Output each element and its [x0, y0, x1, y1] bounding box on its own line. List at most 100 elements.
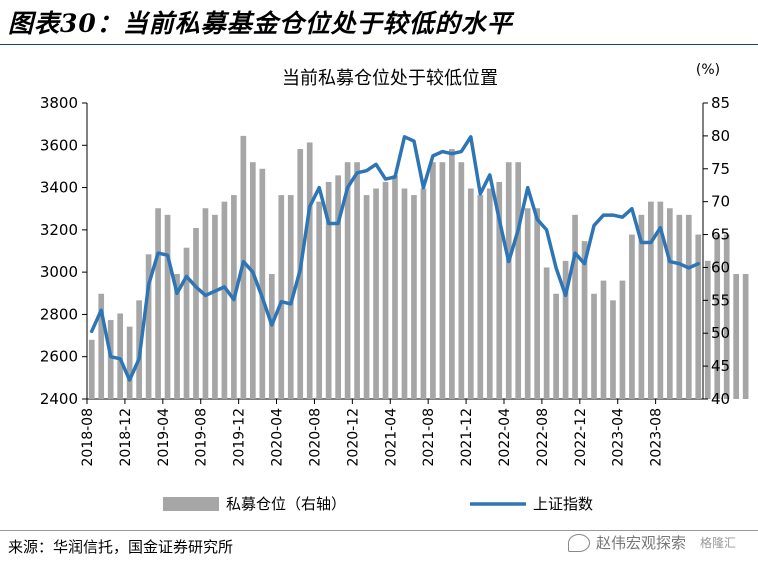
bar	[316, 201, 323, 399]
right-tick-label: 75	[711, 160, 730, 178]
x-tick-label: 2023-04	[611, 408, 627, 467]
left-tick-label: 3800	[40, 94, 78, 112]
bar	[685, 214, 692, 399]
left-tick-label: 3200	[40, 221, 78, 239]
left-tick-label: 3600	[40, 136, 78, 154]
left-tick-label: 2600	[40, 348, 78, 366]
left-tick-label: 3000	[40, 263, 78, 281]
x-tick-label: 2019-12	[232, 408, 248, 467]
x-tick-label: 2019-08	[194, 408, 210, 467]
bar	[306, 142, 313, 399]
bar	[250, 162, 256, 399]
bar	[354, 162, 360, 399]
line-series	[89, 135, 701, 382]
bar	[458, 162, 465, 399]
bar	[591, 293, 597, 399]
bar	[259, 168, 266, 399]
bar	[420, 188, 427, 399]
bar-series	[88, 135, 749, 399]
bar	[212, 214, 218, 399]
x-tick-label: 2019-04	[156, 408, 172, 467]
x-tick-label: 2021-04	[383, 408, 399, 467]
bar	[600, 280, 607, 399]
watermark-sub: 格隆汇	[699, 536, 736, 550]
bar	[638, 214, 645, 399]
bar	[117, 313, 124, 399]
wechat-icon	[567, 533, 590, 552]
bar	[392, 175, 398, 399]
source-note: 来源：华润信托，国金证券研究所	[8, 538, 234, 556]
left-axis-ticks: 2400 2600 2800 3000 3200 3400 3600 3800	[40, 94, 87, 408]
index-line	[89, 135, 701, 382]
bar	[430, 162, 436, 399]
bar	[477, 195, 484, 399]
bar	[174, 274, 180, 399]
right-tick-label: 60	[711, 258, 730, 276]
bar	[449, 149, 455, 399]
x-tick-label: 2020-12	[345, 408, 361, 467]
bar	[610, 300, 616, 399]
x-tick-label: 2021-12	[459, 408, 475, 467]
bar	[733, 274, 740, 399]
bar	[439, 162, 446, 399]
bar	[581, 241, 588, 399]
left-tick-label: 2400	[40, 390, 78, 408]
bar	[657, 201, 664, 399]
legend-bar-label: 私募仓位（右轴）	[226, 495, 346, 513]
right-tick-label: 80	[711, 127, 730, 145]
left-tick-label: 2800	[40, 305, 78, 323]
bar	[325, 181, 332, 399]
watermark-text: 赵伟宏观探索	[595, 534, 686, 552]
right-tick-label: 55	[711, 291, 730, 309]
bar	[467, 188, 474, 399]
bar	[88, 339, 95, 399]
bar	[193, 227, 199, 399]
x-tick-label: 2018-12	[118, 408, 134, 467]
bar	[344, 162, 351, 399]
bar	[572, 214, 578, 399]
bar	[401, 188, 408, 399]
legend-bar-swatch	[163, 497, 219, 511]
left-tick-label: 3400	[40, 179, 78, 197]
bar	[486, 188, 493, 399]
bar	[126, 326, 133, 399]
chart: 当前私募仓位处于较低位置 (%) 2400 2600 2800 3000 3200 340…	[40, 62, 749, 513]
figure-title: 图表30：当前私募基金仓位处于较低的水平	[8, 9, 513, 38]
x-tick-label: 2020-04	[270, 408, 286, 467]
bar	[155, 208, 161, 399]
x-tick-label: 2021-08	[421, 408, 437, 467]
bar	[287, 195, 294, 399]
bar	[666, 208, 673, 399]
bar	[363, 195, 370, 399]
bar	[373, 188, 379, 399]
bar	[723, 234, 730, 399]
bar	[704, 260, 711, 399]
bar	[648, 201, 654, 399]
legend: 私募仓位（右轴） 上证指数	[163, 495, 593, 513]
bar	[534, 208, 540, 399]
bar	[278, 195, 285, 399]
bar	[496, 181, 503, 399]
bar	[411, 195, 417, 399]
bar	[562, 260, 569, 399]
header-rule	[0, 44, 758, 45]
right-tick-label: 50	[711, 324, 730, 342]
x-tick-label: 2022-08	[535, 408, 551, 467]
bar	[268, 274, 275, 399]
chart-title: 当前私募仓位处于较低位置	[282, 68, 498, 89]
bar	[619, 280, 626, 399]
bar	[515, 162, 522, 399]
bar	[524, 208, 531, 399]
bar	[335, 175, 341, 399]
x-axis-ticks: 2018-08 2018-12 2019-04 2019-08 2019-12 2020-…	[80, 399, 665, 467]
footer-rule	[0, 530, 758, 531]
bar	[714, 234, 721, 399]
x-tick-label: 2023-08	[649, 408, 665, 467]
right-axis-ticks: 40 45 50 55 60 65 70 75 80 85	[703, 94, 730, 408]
right-tick-label: 85	[711, 94, 730, 112]
right-tick-label: 40	[711, 390, 730, 408]
bar	[145, 254, 152, 399]
right-axis-unit: (%)	[696, 62, 720, 78]
x-tick-label: 2020-08	[307, 408, 323, 467]
bar	[742, 274, 749, 399]
